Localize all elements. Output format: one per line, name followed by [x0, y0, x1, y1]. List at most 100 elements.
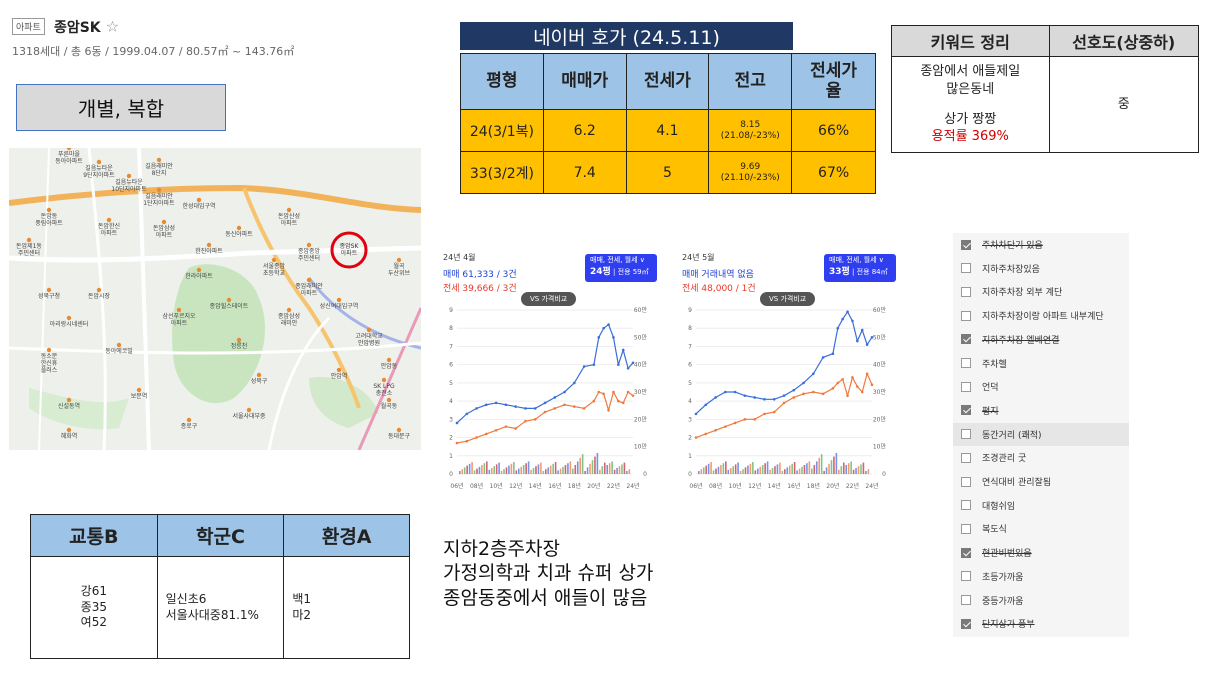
checkbox-empty-icon[interactable] — [961, 358, 971, 368]
volume-bar — [761, 465, 764, 474]
vs-compare-button[interactable]: VS 가격비교 — [521, 292, 577, 306]
checkbox-empty-icon[interactable] — [961, 571, 971, 582]
y2-tick-label: 30만 — [634, 388, 648, 396]
volume-bar — [702, 467, 705, 474]
jeonse-price-point — [743, 418, 747, 421]
checkbox-checked-icon[interactable] — [961, 239, 971, 250]
sale-price-point — [504, 403, 508, 407]
checkbox-empty-icon[interactable] — [961, 523, 971, 534]
volume-bar — [705, 465, 707, 474]
volume-bar — [530, 469, 532, 474]
y2-tick-label: 10만 — [634, 443, 648, 451]
checkbox-checked-icon[interactable] — [961, 547, 971, 558]
checklist-item[interactable]: 주차헬 — [953, 352, 1129, 375]
header-traffic: 교통B — [30, 514, 158, 557]
volume-bar — [842, 462, 845, 474]
checklist-item[interactable]: 초등가까움 — [953, 565, 1129, 588]
map-label: 길음뉴타운 9단지아파트 — [83, 164, 115, 179]
checklist-item[interactable]: 언덕 — [953, 375, 1129, 398]
checklist-item[interactable]: 평지 — [953, 399, 1129, 422]
checkbox-empty-icon[interactable] — [961, 476, 971, 487]
checkbox-empty-icon[interactable] — [961, 429, 971, 440]
checklist-item[interactable]: 단지상가 풍부 — [953, 612, 1129, 635]
checkbox-empty-icon[interactable] — [961, 500, 971, 511]
volume-bar — [813, 465, 816, 474]
checkbox-empty-icon[interactable] — [961, 595, 971, 605]
volume-bar — [596, 453, 599, 474]
checklist-item[interactable]: 주차차단기 있음 — [953, 233, 1129, 256]
volume-bar — [616, 468, 618, 474]
checklist-item[interactable]: 복도식 — [953, 517, 1129, 540]
map-label: 고려대학교 안암병원 — [355, 332, 383, 347]
checklist-item[interactable]: 현관비번있음 — [953, 541, 1129, 564]
location-map: 푸른마을 동아아파트 길음뉴타운 9단지아파트 길음뉴타운 10단지아파트 길음래미안 8단지… — [9, 148, 421, 450]
volume-bar — [545, 469, 547, 474]
map-pin-icon — [386, 357, 392, 363]
header-jeonse: 전세가 — [625, 53, 710, 110]
star-icon[interactable]: ☆ — [105, 17, 120, 36]
volume-bar — [771, 468, 774, 474]
checkbox-empty-icon[interactable] — [961, 286, 971, 297]
jeonse-price-point — [533, 418, 537, 421]
map-label: 한라아파트 — [185, 272, 213, 280]
checkbox-empty-icon[interactable] — [961, 263, 971, 274]
checkbox-empty-icon[interactable] — [961, 452, 971, 463]
y-tick-label: 7 — [449, 343, 453, 350]
checkbox-empty-icon[interactable] — [961, 310, 971, 321]
y2-tick-label: 20만 — [873, 415, 887, 423]
x-tick-label: 14년 — [529, 482, 542, 490]
x-tick-label: 16년 — [548, 482, 561, 490]
checklist-item[interactable]: 조경관리 굿 — [953, 446, 1129, 469]
volume-bar — [710, 462, 712, 474]
deal-type-dropdown[interactable]: 매매, 전세, 월세 ∨ 33평 | 전용 84㎡ — [824, 254, 896, 282]
checklist-label: 복도식 — [982, 525, 1007, 536]
cell-peak: 9.69 (21.10/-23%) — [708, 151, 793, 194]
sale-price-point — [865, 343, 869, 346]
volume-bar — [698, 471, 700, 474]
checklist-item[interactable]: 중등가까움 — [953, 589, 1129, 612]
sale-price-point — [870, 336, 874, 339]
y2-tick-label: 40만 — [873, 361, 887, 369]
checklist-item[interactable]: 지하주차장 외부 계단 — [953, 280, 1129, 303]
map-label: 푸른마을 동아아파트 — [55, 150, 83, 165]
jeonse-price-point — [607, 408, 610, 412]
volume-bar — [798, 468, 801, 474]
volume-bar — [476, 468, 478, 474]
checklist-item[interactable]: 동간거리 (쾌적) — [953, 422, 1129, 446]
checkbox-checked-icon[interactable] — [961, 334, 971, 345]
chart-sale-summary: 매매 거래내역 없음 — [682, 270, 754, 280]
volume-bar — [847, 463, 850, 474]
deal-type-dropdown[interactable]: 매매, 전세, 월세 ∨ 24평 | 전용 59㎡ — [585, 254, 657, 282]
y2-tick-label: 40만 — [634, 361, 648, 369]
map-pin-icon — [396, 427, 402, 433]
sale-price-point — [524, 407, 527, 410]
sale-price-line — [456, 323, 634, 424]
map-label: 종암힐스테이트 — [210, 302, 249, 310]
sale-price-point — [465, 412, 469, 416]
volume-bar — [737, 462, 739, 474]
map-label: 보문역 — [131, 392, 148, 400]
map-label: 종로구 — [181, 423, 198, 430]
sale-price-point — [573, 381, 576, 385]
jeonse-price-point — [485, 432, 488, 436]
checklist-item[interactable]: 대형쉬임 — [953, 494, 1129, 517]
checklist-label: 지하주차장 외부 계단 — [982, 288, 1063, 299]
checklist-item[interactable]: 지하주차장 엘베연결 — [953, 328, 1129, 351]
checklist-item[interactable]: 지하주차장있음 — [953, 257, 1129, 280]
sale-price-point — [724, 390, 727, 394]
checkbox-empty-icon[interactable] — [961, 381, 971, 392]
volume-bar — [725, 461, 727, 474]
cell-size: 24(3/1복) — [460, 109, 544, 152]
checklist-item[interactable]: 지하주차장이랑 아파트 내부계단 — [953, 304, 1129, 327]
volume-bar — [815, 461, 818, 474]
map-label: 신설동역 — [58, 402, 80, 410]
preference-cell: 중 — [1048, 56, 1199, 153]
volume-bar — [525, 463, 527, 474]
vs-compare-button[interactable]: VS 가격비교 — [760, 292, 816, 306]
sale-price-point — [821, 356, 825, 359]
checklist-item[interactable]: 연식대비 관리잘됨 — [953, 470, 1129, 493]
checkbox-checked-icon[interactable] — [961, 618, 971, 629]
checkbox-checked-icon[interactable] — [961, 405, 971, 416]
volume-bar — [589, 463, 591, 474]
sale-price-point — [631, 361, 635, 365]
